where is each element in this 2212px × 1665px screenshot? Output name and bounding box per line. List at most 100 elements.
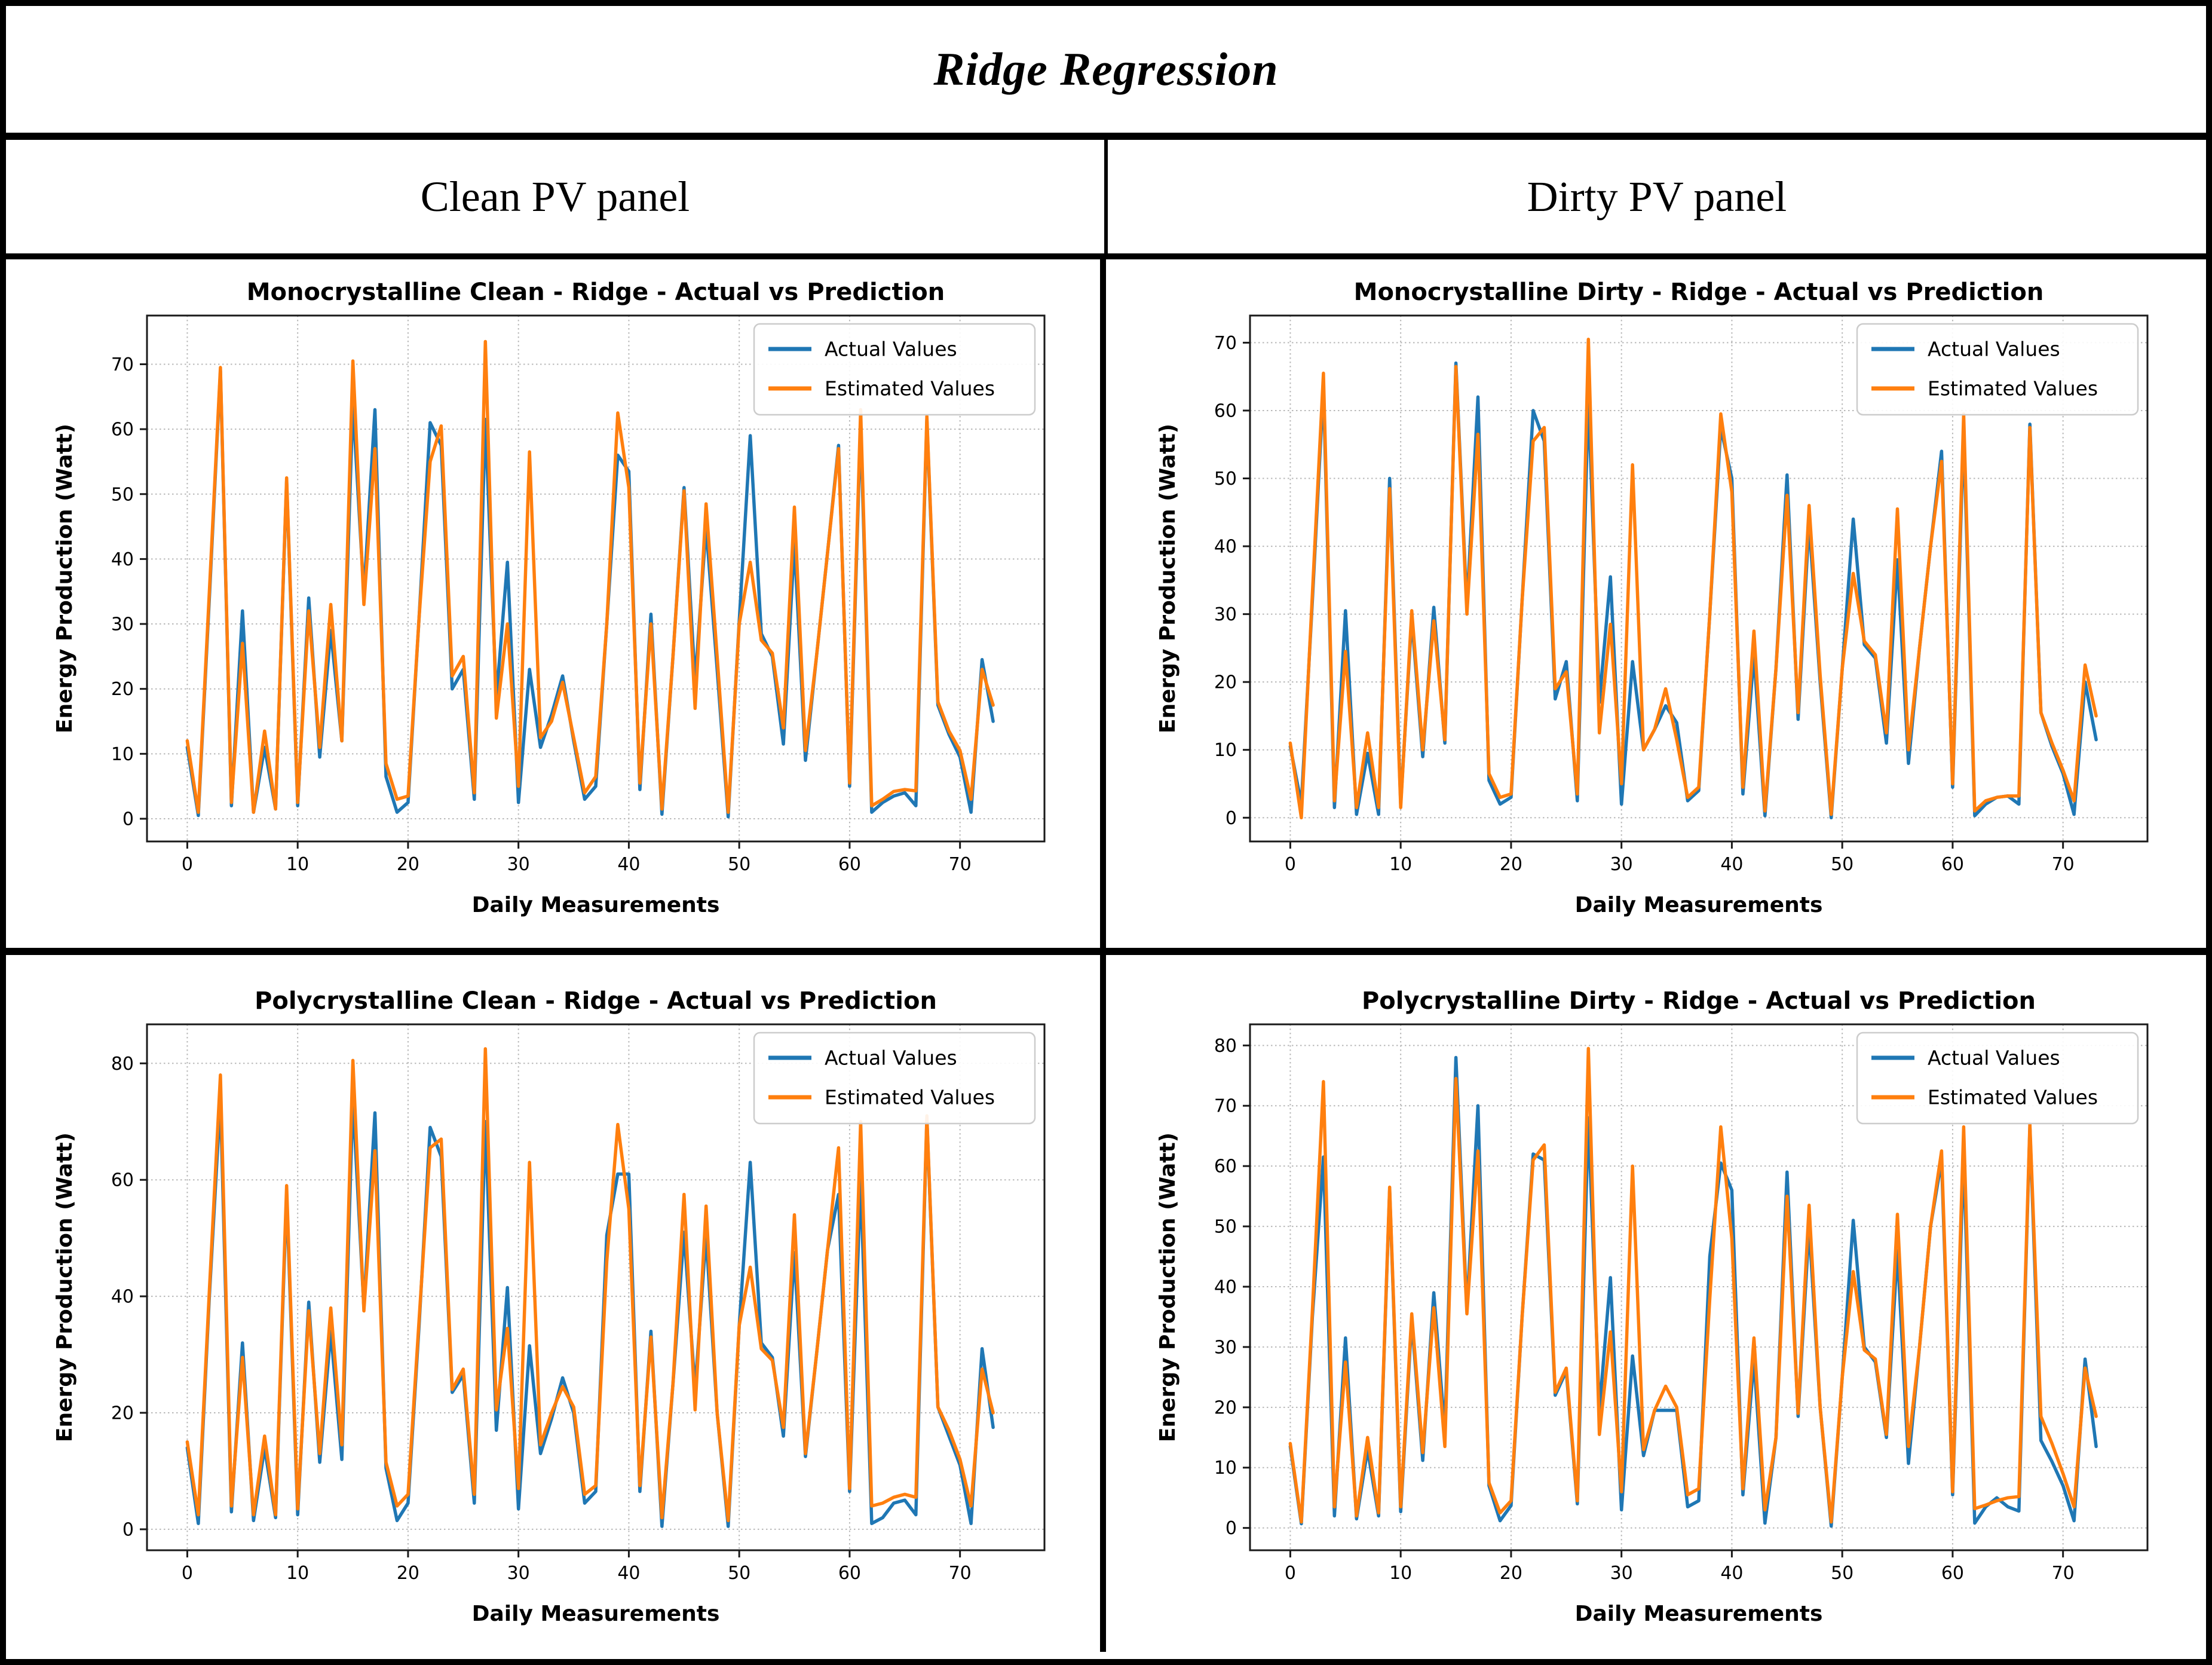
grid [146,1024,1044,1550]
svg-text:40: 40 [617,1563,640,1584]
series-actual [1288,1055,2098,1528]
series-estimated [185,1047,995,1523]
svg-text:0: 0 [1225,808,1236,829]
svg-text:Estimated Values: Estimated Values [825,1086,995,1109]
plot-border [146,1023,1045,1551]
legend: Actual Values Estimated Values [753,323,1035,416]
series-actual [1288,361,2098,820]
charts-grid: 0 10 20 30 40 50 60 70 0 10 20 30 40 50 60 70 Monocrysta… [6,259,2206,1652]
svg-text:50: 50 [728,854,750,875]
svg-text:20: 20 [396,854,419,875]
svg-text:60: 60 [1214,400,1236,421]
chart-polycrystalline-clean: 0 10 20 30 40 50 60 70 0 20 40 60 80 Polycrystalline … [53,987,1045,1626]
svg-text:0: 0 [181,854,192,875]
svg-text:60: 60 [838,1563,860,1584]
x-axis-label: Daily Measurements [471,1602,719,1626]
y-axis-label: Energy Production (Watt) [53,424,77,733]
svg-text:10: 10 [286,1563,309,1584]
x-axis-label: Daily Measurements [1574,893,1822,917]
svg-text:0: 0 [1284,1563,1295,1584]
svg-text:20: 20 [396,1563,419,1584]
svg-text:70: 70 [948,854,971,875]
svg-text:0: 0 [1225,1518,1236,1539]
svg-text:50: 50 [728,1563,750,1584]
svg-text:Estimated Values: Estimated Values [1928,1086,2098,1109]
svg-text:70: 70 [111,354,133,375]
svg-text:0: 0 [1284,854,1295,875]
svg-text:80: 80 [1214,1036,1236,1057]
svg-text:Actual Values: Actual Values [825,1046,957,1070]
svg-text:Estimated Values: Estimated Values [1928,377,2098,400]
tick-labels: 0 10 20 30 40 50 60 70 0 10 20 30 40 50 60 70 [1214,333,2074,875]
chart-monocrystalline-clean: 0 10 20 30 40 50 60 70 0 10 20 30 40 50 60 70 Monocrysta… [53,278,1045,917]
svg-text:10: 10 [1389,854,1412,875]
svg-text:40: 40 [1214,537,1236,558]
chart-polycrystalline-dirty: 0 10 20 30 40 50 60 70 0 10 20 30 40 50 60 70 80 Polycrys… [1156,987,2148,1626]
chart-cell-monocrystalline-dirty: 0 10 20 30 40 50 60 70 0 10 20 30 40 50 60 70 Monocrysta… [1106,259,2206,955]
svg-text:20: 20 [1214,672,1236,693]
svg-text:10: 10 [1389,1563,1412,1584]
chart-title: Polycrystalline Clean - Ridge - Actual v… [255,987,937,1015]
svg-text:70: 70 [1214,1096,1236,1117]
svg-text:80: 80 [111,1054,133,1075]
tick-marks [139,363,961,849]
svg-text:10: 10 [286,854,309,875]
series-estimated [185,339,995,814]
tick-labels: 0 10 20 30 40 50 60 70 0 10 20 30 40 50 60 70 [111,354,971,875]
svg-text:30: 30 [111,614,133,635]
svg-text:Actual Values: Actual Values [825,338,957,361]
svg-text:70: 70 [2051,854,2074,875]
legend: Actual Values Estimated Values [1856,1032,2139,1125]
svg-text:60: 60 [838,854,860,875]
svg-text:Actual Values: Actual Values [1928,338,2060,361]
svg-text:50: 50 [1214,469,1236,489]
series-estimated [1288,337,2098,820]
series-actual [185,369,995,819]
chart-title: Polycrystalline Dirty - Ridge - Actual v… [1361,987,2035,1015]
y-axis-label: Energy Production (Watt) [1156,1133,1180,1442]
chart-title: Monocrystalline Dirty - Ridge - Actual v… [1353,278,2044,306]
svg-text:0: 0 [122,1519,133,1540]
svg-text:40: 40 [111,549,133,570]
svg-text:40: 40 [617,854,640,875]
x-axis-label: Daily Measurements [471,893,719,917]
chart-cell-polycrystalline-clean: 0 10 20 30 40 50 60 70 0 20 40 60 80 Polycrystalline … [6,955,1106,1652]
svg-text:60: 60 [111,420,133,440]
grid [1249,316,2147,841]
chart-title: Monocrystalline Clean - Ridge - Actual v… [246,278,945,306]
tick-marks [1242,341,2064,849]
y-axis-label: Energy Production (Watt) [1156,424,1180,733]
svg-text:10: 10 [1214,740,1236,761]
svg-text:70: 70 [948,1563,971,1584]
svg-text:10: 10 [111,744,133,765]
svg-text:10: 10 [1214,1458,1236,1479]
table-title-row: Ridge Regression [6,6,2206,140]
y-axis-label: Energy Production (Watt) [53,1133,77,1442]
svg-text:Actual Values: Actual Values [1928,1046,2060,1070]
svg-text:30: 30 [1610,854,1632,875]
svg-text:50: 50 [111,484,133,505]
svg-text:30: 30 [507,854,529,875]
svg-text:40: 40 [1720,1563,1743,1584]
svg-text:60: 60 [1214,1156,1236,1177]
tick-labels: 0 10 20 30 40 50 60 70 0 20 40 60 80 [111,1054,971,1584]
tick-labels: 0 10 20 30 40 50 60 70 0 10 20 30 40 50 60 70 80 [1214,1036,2074,1584]
svg-text:30: 30 [1214,604,1236,625]
page-title: Ridge Regression [933,43,1279,95]
x-axis-label: Daily Measurements [1574,1602,1822,1626]
plot-border [146,314,1045,843]
chart-monocrystalline-dirty: 0 10 20 30 40 50 60 70 0 10 20 30 40 50 60 70 Monocrysta… [1156,278,2148,917]
column-header-clean: Clean PV panel [6,140,1108,253]
svg-text:50: 50 [1831,1563,1853,1584]
svg-text:Estimated Values: Estimated Values [825,377,995,400]
svg-text:0: 0 [122,809,133,830]
tick-marks [139,1062,961,1557]
column-header-dirty: Dirty PV panel [1108,140,2206,253]
legend: Actual Values Estimated Values [1856,323,2139,416]
svg-text:30: 30 [1214,1337,1236,1358]
svg-text:20: 20 [1499,854,1522,875]
svg-text:30: 30 [1610,1563,1632,1584]
svg-text:50: 50 [1214,1217,1236,1238]
svg-text:40: 40 [1214,1277,1236,1297]
svg-text:30: 30 [507,1563,529,1584]
